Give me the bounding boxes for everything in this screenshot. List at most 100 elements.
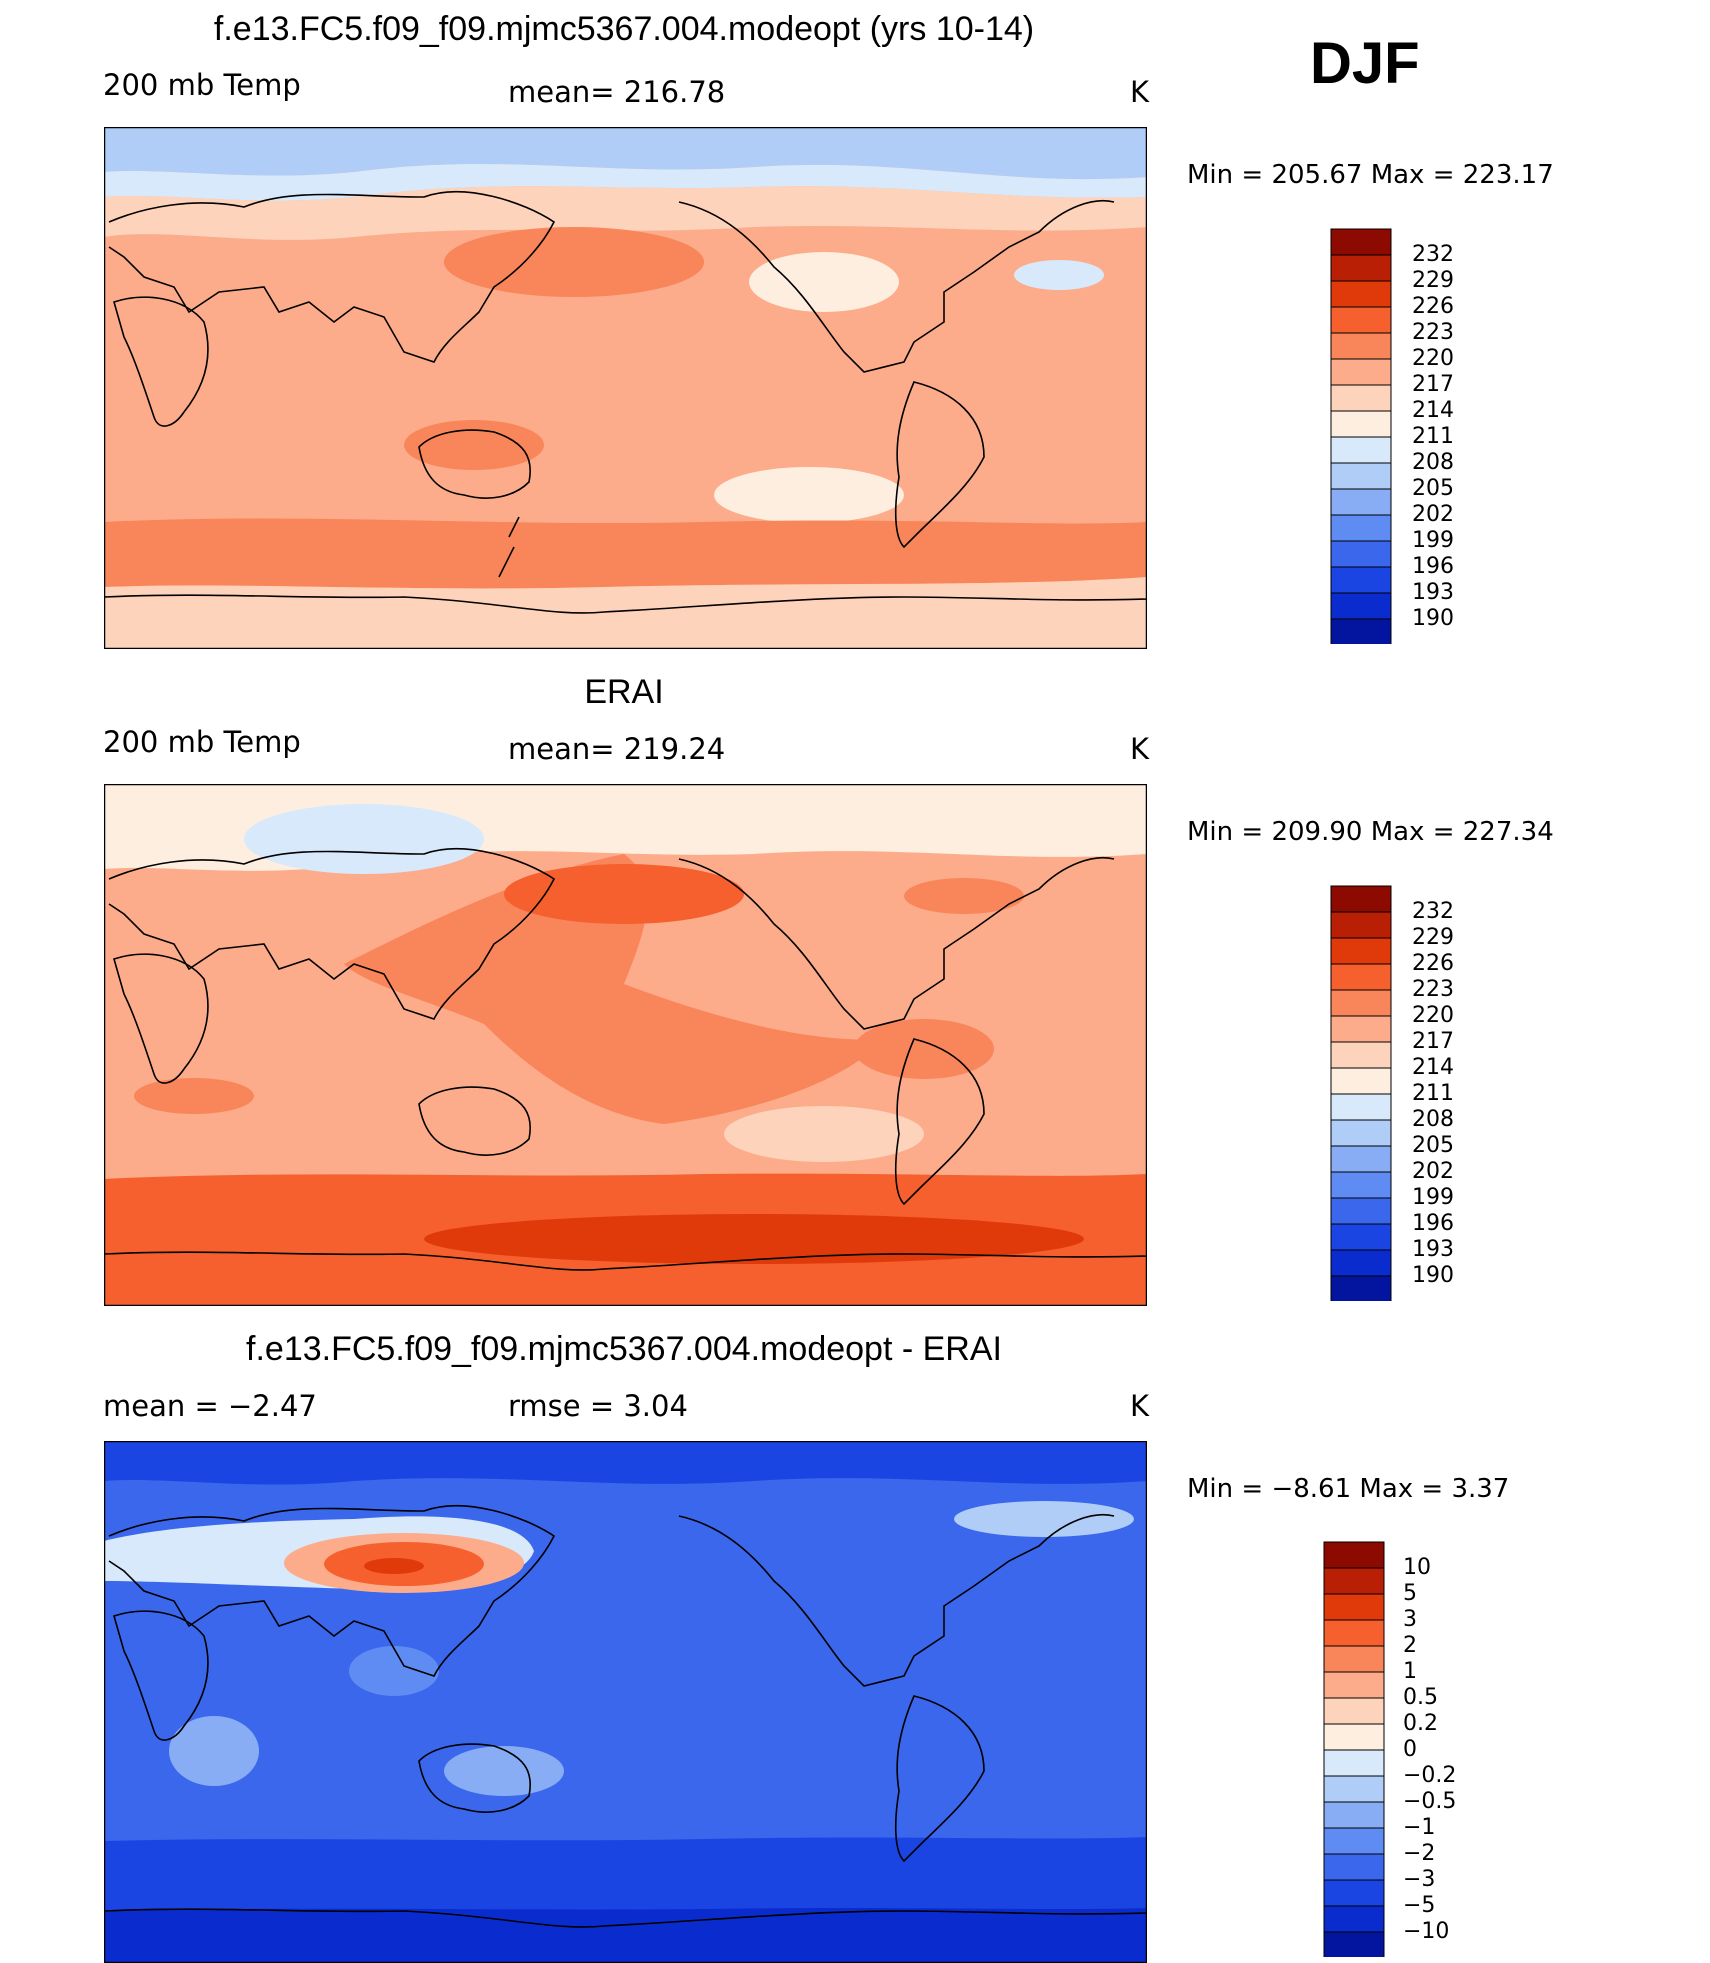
panel-3-map bbox=[104, 1441, 1147, 1963]
contour-africa-light bbox=[169, 1716, 259, 1786]
colorbar-tick-label: 220 bbox=[1412, 346, 1454, 371]
colorbar-tick-label: 226 bbox=[1412, 951, 1454, 976]
colorbar-tick-label: 223 bbox=[1412, 977, 1454, 1002]
colorbar-swatch bbox=[1330, 228, 1392, 256]
colorbar-tick-label: 229 bbox=[1412, 925, 1454, 950]
colorbar-tick-label: 208 bbox=[1412, 450, 1454, 475]
colorbar-swatch bbox=[1323, 1645, 1385, 1673]
colorbar-swatch bbox=[1323, 1931, 1385, 1957]
colorbar-tick-label: 217 bbox=[1412, 372, 1454, 397]
contour-warm-japan bbox=[444, 227, 704, 297]
panel-1-unit: K bbox=[1130, 75, 1150, 109]
panel-2-map bbox=[104, 784, 1147, 1306]
colorbar-tick-label: 232 bbox=[1412, 242, 1454, 267]
colorbar-tick-label: 226 bbox=[1412, 294, 1454, 319]
colorbar-swatch bbox=[1323, 1723, 1385, 1751]
contour-north-light bbox=[104, 163, 1147, 201]
colorbar-tick-label: 202 bbox=[1412, 1159, 1454, 1184]
contour-south-band bbox=[104, 518, 1147, 589]
colorbar-tick-label: 223 bbox=[1412, 320, 1454, 345]
colorbar-tick-label: −5 bbox=[1403, 1893, 1436, 1918]
continent-outlines bbox=[104, 190, 1147, 614]
contour-warm-atlantic bbox=[904, 878, 1024, 914]
colorbar-swatch bbox=[1323, 1593, 1385, 1621]
contour-north-pale bbox=[104, 186, 1147, 240]
contour-north-cold bbox=[104, 127, 1147, 180]
colorbar-tick-label: −3 bbox=[1403, 1867, 1436, 1892]
colorbar-swatch bbox=[1330, 488, 1392, 516]
colorbar-swatch bbox=[1330, 358, 1392, 386]
panel-1-variable: 200 mb Temp bbox=[103, 68, 301, 102]
continent-outlines bbox=[104, 847, 1147, 1271]
colorbar-tick-label: 214 bbox=[1412, 398, 1454, 423]
colorbar-swatch bbox=[1330, 462, 1392, 490]
season-label: DJF bbox=[1310, 31, 1420, 96]
panel-2-minmax: Min = 209.90 Max = 227.34 bbox=[1187, 817, 1554, 847]
colorbar-tick-label: −2 bbox=[1403, 1841, 1436, 1866]
continent-outlines bbox=[104, 1504, 1147, 1928]
panel-3-title: f.e13.FC5.f09_f09.mjmc5367.004.modeopt -… bbox=[246, 1330, 1002, 1368]
colorbar-tick-label: 205 bbox=[1412, 476, 1454, 501]
panel-3-rmse: rmse = 3.04 bbox=[508, 1389, 688, 1423]
colorbar-tick-label: 196 bbox=[1412, 1211, 1454, 1236]
contour-north-dark bbox=[104, 1441, 1147, 1485]
colorbar-swatch bbox=[1323, 1541, 1385, 1569]
colorbar-swatch bbox=[1330, 1223, 1392, 1251]
colorbar-tick-label: 211 bbox=[1412, 1081, 1454, 1106]
panel-3-minmax: Min = −8.61 Max = 3.37 bbox=[1187, 1474, 1510, 1504]
contour-pale-south bbox=[714, 467, 904, 523]
colorbar-tick-label: −1 bbox=[1403, 1815, 1436, 1840]
colorbar-tick-label: 0.2 bbox=[1403, 1711, 1438, 1736]
colorbar-swatch bbox=[1323, 1749, 1385, 1777]
colorbar-swatch bbox=[1330, 384, 1392, 412]
contour-pale-south bbox=[724, 1106, 924, 1162]
contour-eurasia-warm3 bbox=[364, 1558, 424, 1574]
colorbar-swatch bbox=[1330, 436, 1392, 464]
colorbar-swatch bbox=[1323, 1619, 1385, 1647]
colorbar-tick-label: 199 bbox=[1412, 1185, 1454, 1210]
colorbar-tick-label: 208 bbox=[1412, 1107, 1454, 1132]
colorbar-tick-label: 229 bbox=[1412, 268, 1454, 293]
colorbar-tick-label: 0.5 bbox=[1403, 1685, 1438, 1710]
colorbar-tick-label: 193 bbox=[1412, 1237, 1454, 1262]
colorbar-tick-label: −0.2 bbox=[1403, 1763, 1457, 1788]
colorbar-swatch bbox=[1323, 1775, 1385, 1803]
colorbar-tick-label: 10 bbox=[1403, 1555, 1431, 1580]
contour-aus-light bbox=[444, 1746, 564, 1796]
panel-1-title: f.e13.FC5.f09_f09.mjmc5367.004.modeopt (… bbox=[213, 10, 1035, 48]
colorbar-swatch bbox=[1330, 937, 1392, 965]
colorbar-swatch bbox=[1330, 592, 1392, 620]
colorbar-swatch bbox=[1330, 1275, 1392, 1301]
map-frame bbox=[104, 127, 1147, 649]
colorbar-swatch bbox=[1330, 1093, 1392, 1121]
colorbar-swatch bbox=[1330, 306, 1392, 334]
panel-2-variable: 200 mb Temp bbox=[103, 725, 301, 759]
contour-warm-aus bbox=[404, 420, 544, 470]
colorbar-swatch bbox=[1330, 1171, 1392, 1199]
colorbar-swatch bbox=[1330, 1145, 1392, 1173]
colorbar-tick-label: 220 bbox=[1412, 1003, 1454, 1028]
panel-2-colorbar bbox=[1330, 885, 1392, 1301]
colorbar-tick-label: 205 bbox=[1412, 1133, 1454, 1158]
colorbar-swatch bbox=[1330, 410, 1392, 438]
colorbar-swatch bbox=[1323, 1567, 1385, 1595]
colorbar-tick-label: 3 bbox=[1403, 1607, 1417, 1632]
colorbar-tick-label: 190 bbox=[1412, 606, 1454, 631]
colorbar-swatch bbox=[1330, 885, 1392, 913]
colorbar-tick-label: 211 bbox=[1412, 424, 1454, 449]
colorbar-tick-label: 5 bbox=[1403, 1581, 1417, 1606]
map-frame bbox=[104, 784, 1147, 1306]
colorbar-swatch bbox=[1330, 1197, 1392, 1225]
colorbar-tick-label: 2 bbox=[1403, 1633, 1417, 1658]
colorbar-swatch bbox=[1330, 1041, 1392, 1069]
colorbar-swatch bbox=[1330, 540, 1392, 568]
colorbar-tick-label: 202 bbox=[1412, 502, 1454, 527]
colorbar-swatch bbox=[1330, 1015, 1392, 1043]
colorbar-swatch bbox=[1323, 1853, 1385, 1881]
colorbar-swatch bbox=[1330, 911, 1392, 939]
contour-warm-safrica bbox=[134, 1078, 254, 1114]
colorbar-swatch bbox=[1330, 963, 1392, 991]
colorbar-tick-label: −10 bbox=[1403, 1919, 1450, 1944]
colorbar-tick-label: 0 bbox=[1403, 1737, 1417, 1762]
colorbar-swatch bbox=[1323, 1801, 1385, 1829]
